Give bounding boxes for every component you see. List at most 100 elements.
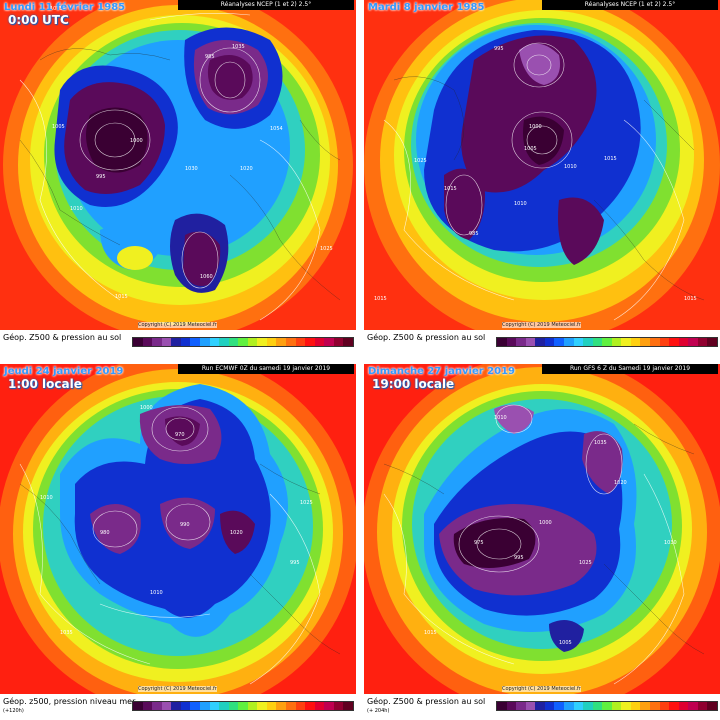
color-scale-swatch bbox=[247, 702, 258, 710]
svg-text:1025: 1025 bbox=[579, 560, 592, 566]
color-scale-swatch bbox=[544, 338, 555, 346]
copyright-label: Copyright (C) 2019 Meteociel.fr bbox=[502, 686, 581, 692]
pressure-labels-2: 1000 1005 995 1010 1015 1015 985 1010 10… bbox=[374, 46, 697, 302]
color-scale-legend bbox=[132, 701, 354, 711]
color-scale-swatch bbox=[678, 702, 689, 710]
color-scale-swatch bbox=[190, 702, 200, 710]
color-scale-swatch bbox=[554, 338, 564, 346]
valid-time-label: 19:00 locale bbox=[372, 377, 455, 391]
color-scale-swatch bbox=[314, 702, 325, 710]
color-scale-swatch bbox=[563, 338, 574, 346]
color-scale-swatch bbox=[257, 338, 267, 346]
svg-text:1030: 1030 bbox=[185, 166, 198, 172]
valid-date-label: Mardi 8 janvier 1985 bbox=[368, 2, 485, 13]
color-scale-swatch bbox=[171, 702, 181, 710]
color-scale-swatch bbox=[171, 338, 181, 346]
color-scale-swatch bbox=[209, 702, 220, 710]
color-scale-swatch bbox=[535, 338, 545, 346]
svg-text:1005: 1005 bbox=[559, 640, 572, 646]
svg-text:1000: 1000 bbox=[140, 405, 153, 411]
svg-text:1010: 1010 bbox=[70, 206, 83, 212]
svg-text:985: 985 bbox=[205, 54, 215, 60]
svg-text:995: 995 bbox=[514, 555, 524, 561]
svg-text:990: 990 bbox=[180, 522, 190, 528]
color-scale-swatch bbox=[506, 702, 517, 710]
color-scale-swatch bbox=[152, 338, 162, 346]
color-scale-swatch bbox=[602, 338, 612, 346]
svg-text:1030: 1030 bbox=[664, 540, 677, 546]
svg-text:980: 980 bbox=[100, 530, 110, 536]
color-scale-swatch bbox=[688, 338, 698, 346]
model-run-label: Run GFS 6 Z du Samedi 19 janvier 2019 bbox=[542, 364, 718, 374]
map-footer: Géop. Z500 & pression au sol bbox=[0, 330, 356, 356]
color-scale-swatch bbox=[228, 338, 239, 346]
color-scale-swatch bbox=[525, 338, 536, 346]
color-scale-swatch bbox=[525, 702, 536, 710]
color-scale-swatch bbox=[190, 338, 200, 346]
pressure-labels-4: 1010 1035 975 995 1000 1025 1020 1005 10… bbox=[424, 415, 677, 646]
color-scale-swatch bbox=[583, 338, 593, 346]
color-scale-swatch bbox=[314, 338, 325, 346]
color-scale-swatch bbox=[142, 338, 153, 346]
color-scale-swatch bbox=[286, 702, 296, 710]
color-scale-swatch bbox=[544, 702, 555, 710]
color-scale-swatch bbox=[697, 338, 708, 346]
map-panel-2: 1000 1005 995 1010 1015 1015 985 1010 10… bbox=[364, 0, 720, 356]
color-scale-swatch bbox=[180, 338, 191, 346]
geopotential-map-2: 1000 1005 995 1010 1015 1015 985 1010 10… bbox=[364, 0, 720, 330]
geopotential-map-1: 1015 1000 1005 995 985 1035 1030 1020 10… bbox=[0, 0, 356, 330]
svg-text:1020: 1020 bbox=[230, 530, 243, 536]
color-scale-swatch bbox=[180, 702, 191, 710]
svg-text:1025: 1025 bbox=[414, 158, 427, 164]
color-scale-swatch bbox=[295, 702, 306, 710]
svg-text:1015: 1015 bbox=[424, 630, 437, 636]
svg-text:1010: 1010 bbox=[494, 415, 507, 421]
color-scale-swatch bbox=[209, 338, 220, 346]
color-scale-swatch bbox=[630, 702, 641, 710]
valid-date-label: Lundi 11 février 1985 bbox=[4, 2, 126, 13]
map-caption: Géop. Z500 & pression au sol bbox=[3, 333, 122, 342]
color-scale-swatch bbox=[583, 702, 593, 710]
color-scale-legend bbox=[496, 701, 718, 711]
color-scale-swatch bbox=[516, 702, 526, 710]
color-scale-swatch bbox=[343, 338, 353, 346]
model-run-label: Réanalyses NCEP (1 et 2) 2.5° bbox=[542, 0, 718, 10]
svg-text:1010: 1010 bbox=[40, 495, 53, 501]
color-scale-swatch bbox=[333, 702, 344, 710]
svg-text:1035: 1035 bbox=[232, 44, 245, 50]
color-scale-swatch bbox=[228, 702, 239, 710]
forecast-offset: (+ 204h) bbox=[367, 708, 390, 714]
svg-text:1000: 1000 bbox=[529, 124, 542, 130]
svg-text:1005: 1005 bbox=[52, 124, 65, 130]
color-scale-swatch bbox=[266, 338, 277, 346]
geopotential-map-4: 1010 1035 975 995 1000 1025 1020 1005 10… bbox=[364, 364, 720, 694]
svg-text:995: 995 bbox=[290, 560, 300, 566]
pressure-labels-3: 970 1000 980 990 1020 1010 1035 995 1010… bbox=[40, 405, 313, 636]
svg-text:985: 985 bbox=[469, 231, 479, 237]
color-scale-swatch bbox=[640, 338, 650, 346]
color-scale-swatch bbox=[592, 338, 603, 346]
valid-time-label: 0:00 UTC bbox=[8, 13, 69, 27]
svg-text:1010: 1010 bbox=[564, 164, 577, 170]
map-footer: Géop. Z500 & pression au sol bbox=[364, 330, 720, 356]
color-scale-swatch bbox=[506, 338, 517, 346]
svg-text:1025: 1025 bbox=[320, 246, 333, 252]
model-run-label: Run ECMWF 0Z du samedi 19 janvier 2019 bbox=[178, 364, 354, 374]
color-scale-swatch bbox=[563, 702, 574, 710]
color-scale-swatch bbox=[286, 338, 296, 346]
map-caption: Géop. Z500 & pression au sol bbox=[367, 333, 486, 342]
color-scale-swatch bbox=[573, 702, 584, 710]
color-scale-swatch bbox=[257, 702, 267, 710]
color-scale-swatch bbox=[333, 338, 344, 346]
color-scale-swatch bbox=[602, 702, 612, 710]
color-scale-legend bbox=[496, 337, 718, 347]
color-scale-swatch bbox=[219, 338, 229, 346]
svg-text:1020: 1020 bbox=[240, 166, 253, 172]
svg-text:1010: 1010 bbox=[150, 590, 163, 596]
color-scale-swatch bbox=[611, 338, 622, 346]
color-scale-swatch bbox=[516, 338, 526, 346]
map-panel-3: 970 1000 980 990 1020 1010 1035 995 1010… bbox=[0, 364, 356, 720]
map-caption: Géop. z500, pression niveau mer bbox=[3, 697, 136, 706]
copyright-label: Copyright (C) 2019 Meteociel.fr bbox=[502, 322, 581, 328]
svg-text:1054: 1054 bbox=[270, 126, 283, 132]
